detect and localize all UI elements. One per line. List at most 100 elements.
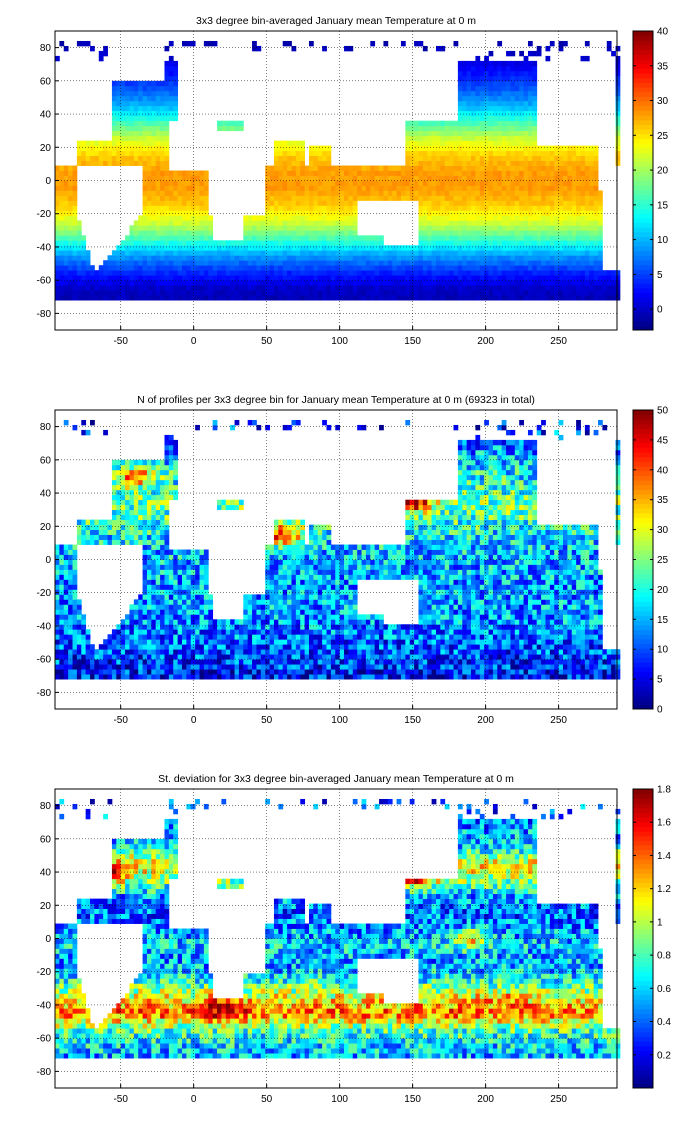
heatmap-cell — [142, 260, 148, 266]
heatmap-cell — [164, 295, 170, 301]
heatmap-cell — [186, 629, 192, 635]
heatmap-cell — [221, 664, 227, 670]
heatmap-cell — [374, 190, 380, 196]
heatmap-cell — [59, 255, 65, 261]
heatmap-cell — [173, 559, 179, 565]
heatmap-cell — [554, 230, 560, 236]
heatmap-cell — [392, 165, 397, 171]
heatmap-cell — [125, 125, 130, 132]
heatmap-cell — [431, 190, 437, 196]
heatmap-cell — [514, 100, 520, 107]
heatmap-cell — [462, 180, 468, 186]
heatmap-cell — [357, 175, 362, 181]
heatmap-cell — [357, 195, 362, 201]
heatmap-cell — [173, 195, 179, 201]
heatmap-cell — [186, 664, 192, 670]
heatmap-cell — [317, 250, 323, 256]
heatmap-cell — [457, 180, 463, 186]
heatmap-cell — [449, 130, 454, 137]
heatmap-cell — [532, 225, 538, 231]
heatmap-cell — [225, 245, 231, 251]
heatmap-cell — [344, 225, 349, 231]
heatmap-cell — [221, 270, 227, 276]
heatmap-cell — [549, 215, 555, 221]
heatmap-cell — [125, 494, 130, 501]
heatmap-cell — [55, 185, 60, 191]
heatmap-cell — [256, 270, 262, 276]
heatmap-cell — [554, 260, 560, 266]
heatmap-cell — [129, 614, 135, 620]
heatmap-cell — [440, 270, 446, 276]
heatmap-cell — [352, 280, 358, 286]
heatmap-cell — [580, 205, 586, 211]
heatmap-cell — [151, 659, 157, 665]
heatmap-cell — [107, 145, 113, 151]
heatmap-cell — [160, 180, 165, 186]
heatmap-cell — [501, 235, 507, 241]
heatmap-cell — [76, 604, 82, 610]
heatmap-cell — [155, 634, 161, 640]
heatmap-cell — [506, 270, 511, 276]
heatmap-cell — [357, 255, 362, 261]
heatmap-cell — [541, 155, 546, 161]
heatmap-cell — [63, 604, 69, 610]
heatmap-cell — [479, 75, 485, 82]
heatmap-cell — [164, 255, 170, 261]
heatmap-cell — [90, 265, 95, 271]
heatmap-cell — [532, 60, 538, 67]
heatmap-cell — [418, 135, 424, 142]
heatmap-cell — [414, 260, 419, 266]
heatmap-cell — [103, 260, 108, 266]
heatmap-cell — [457, 240, 463, 246]
heatmap-cell — [199, 579, 205, 585]
heatmap-cell — [414, 120, 419, 127]
heatmap-cell — [471, 65, 476, 72]
heatmap-cell — [488, 255, 494, 261]
heatmap-cell — [519, 115, 524, 122]
heatmap-cell — [348, 210, 354, 216]
heatmap-cell — [55, 589, 60, 595]
heatmap-cell — [593, 215, 599, 221]
heatmap-cell — [615, 115, 621, 122]
heatmap-cell — [111, 260, 117, 266]
heatmap-cell — [519, 180, 524, 186]
heatmap-cell — [562, 270, 568, 276]
heatmap-cell — [59, 669, 65, 675]
heatmap-cell — [466, 170, 472, 176]
heatmap-cell — [287, 140, 292, 147]
heatmap-cell — [85, 150, 91, 156]
heatmap-cell — [68, 599, 73, 605]
heatmap-cell — [527, 130, 533, 137]
heatmap-cell — [361, 295, 367, 301]
heatmap-cell — [212, 634, 218, 640]
heatmap-cell — [562, 285, 568, 291]
heatmap-cell — [173, 594, 179, 600]
heatmap-cell — [164, 235, 170, 241]
heatmap-cell — [615, 45, 621, 52]
heatmap-cell — [554, 210, 560, 216]
heatmap-cell — [186, 669, 192, 675]
heatmap-cell — [173, 449, 179, 456]
heatmap-cell — [545, 190, 551, 196]
heatmap-cell — [120, 484, 126, 491]
heatmap-cell — [278, 245, 284, 251]
heatmap-cell — [589, 215, 595, 221]
heatmap-cell — [63, 564, 69, 570]
heatmap-cell — [168, 275, 174, 281]
heatmap-cell — [287, 255, 292, 261]
heatmap-cell — [133, 80, 139, 87]
heatmap-cell — [90, 534, 95, 540]
heatmap-cell — [243, 220, 249, 226]
heatmap-cell — [484, 75, 489, 82]
heatmap-cell — [510, 120, 516, 127]
heatmap-cell — [571, 275, 577, 281]
heatmap-cell — [221, 125, 227, 132]
heatmap-cell — [116, 145, 122, 151]
heatmap-cell — [409, 135, 415, 142]
heatmap-cell — [287, 235, 292, 241]
heatmap-cell — [374, 290, 380, 296]
heatmap-cell — [457, 190, 463, 196]
heatmap-cell — [405, 180, 411, 186]
heatmap-cell — [308, 160, 314, 166]
heatmap-cell — [466, 75, 472, 82]
